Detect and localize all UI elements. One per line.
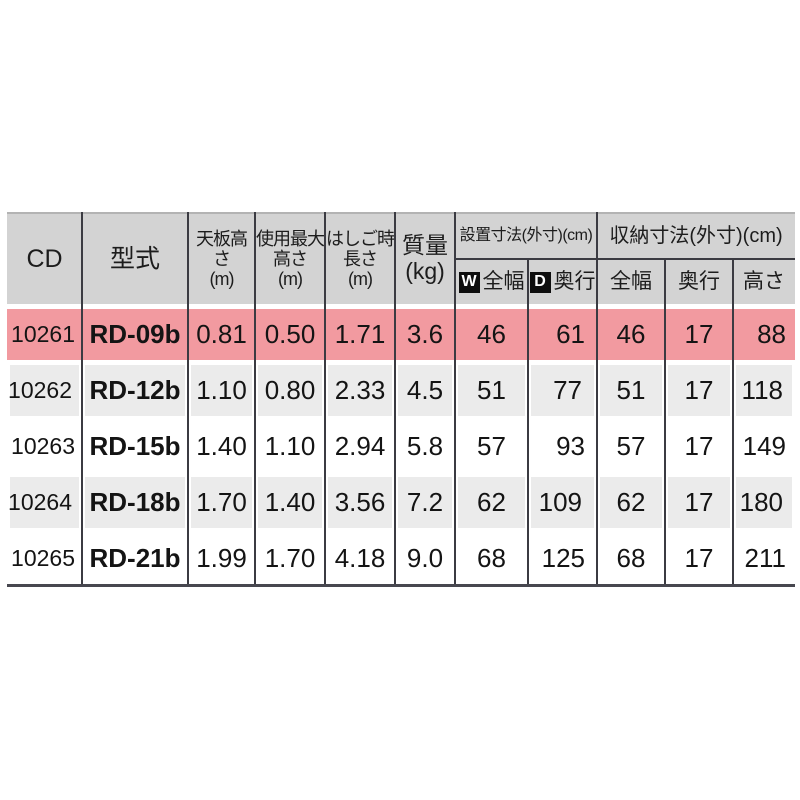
cell-storage-height: 180 [733, 477, 795, 528]
cell-storage-height: 211 [744, 543, 786, 573]
column-divider [324, 212, 326, 584]
cell-max-height: 0.50 [264, 319, 316, 349]
cell-storage-depth: 17 [684, 431, 714, 461]
subheader-storage-width: 全幅 [610, 270, 652, 294]
subheader-install-width-label: 全幅 [482, 270, 525, 294]
table-row: 10265 RD-21b 1.99 1.70 4.18 9.0 68 125 6… [7, 533, 795, 584]
column-divider [187, 212, 189, 584]
cell-storage-depth: 17 [665, 477, 733, 528]
cell-ladder-length: 3.56 [325, 477, 395, 528]
cell-cd: 10264 [7, 477, 82, 528]
column-divider [596, 212, 598, 584]
cell-top-height: 0.81 [196, 319, 247, 349]
cell-model: RD-18b [82, 477, 188, 528]
column-divider [664, 260, 666, 584]
column-divider [81, 212, 83, 584]
header-ladder-length: はしご時 長さ (m) [326, 228, 395, 290]
subheader-install-depth: D 奥行 [528, 260, 597, 304]
table-row: 10264 RD-18b 1.70 1.40 3.56 7.2 62 109 6… [7, 477, 795, 528]
width-badge-icon: W [458, 271, 480, 293]
table-row: 10263 RD-15b 1.40 1.10 2.94 5.8 57 93 57… [7, 421, 795, 472]
cell-mass: 3.6 [406, 319, 444, 349]
cell-storage-width: 51 [597, 365, 665, 416]
cell-storage-width: 62 [597, 477, 665, 528]
table-row: 10261 RD-09b 0.81 0.50 1.71 3.6 46 61 46… [7, 309, 795, 360]
cell-max-height: 1.40 [255, 477, 325, 528]
cell-model: RD-09b [89, 319, 181, 349]
cell-top-height: 1.70 [188, 477, 255, 528]
cell-mass: 4.5 [395, 365, 455, 416]
header-cd: CD [26, 245, 63, 273]
cell-cd: 10261 [11, 321, 75, 347]
cell-top-height: 1.40 [196, 431, 247, 461]
cell-storage-depth: 17 [684, 543, 714, 573]
cell-storage-depth: 17 [665, 365, 733, 416]
cell-install-width: 51 [455, 365, 528, 416]
cell-install-depth: 61 [556, 319, 585, 349]
header-model: 型式 [109, 245, 160, 273]
cell-storage-width: 57 [616, 431, 646, 461]
subheader-install-width: W 全幅 [455, 260, 528, 304]
cell-storage-width: 68 [616, 543, 646, 573]
subheader-storage-depth: 奥行 [678, 270, 720, 294]
depth-badge-icon: D [529, 271, 551, 293]
subheader-storage-height: 高さ [743, 270, 785, 294]
cell-install-depth: 125 [541, 543, 585, 573]
cell-mass: 7.2 [395, 477, 455, 528]
cell-ladder-length: 2.94 [334, 431, 386, 461]
cell-install-depth: 109 [528, 477, 597, 528]
column-divider [254, 212, 256, 584]
column-divider [394, 212, 396, 584]
table-row: 10262 RD-12b 1.10 0.80 2.33 4.5 51 77 51… [7, 365, 795, 416]
column-divider [454, 212, 456, 584]
cell-install-width: 57 [477, 431, 506, 461]
cell-cd: 10262 [7, 365, 82, 416]
column-divider [732, 260, 734, 584]
cell-model: RD-21b [89, 543, 181, 573]
cell-storage-width: 46 [616, 319, 646, 349]
cell-top-height: 1.10 [188, 365, 255, 416]
cell-model: RD-15b [89, 431, 181, 461]
cell-storage-height: 149 [742, 431, 786, 461]
cell-cd: 10263 [11, 433, 75, 459]
column-divider [527, 260, 529, 584]
cell-install-depth: 93 [556, 431, 585, 461]
header-mass: 質量 (kg) [402, 232, 448, 284]
cell-mass: 9.0 [406, 543, 444, 573]
spec-table: CD 型式 天板高さ (m) 使用最大 高さ (m) はしご時 長さ (m) 質… [7, 212, 795, 587]
cell-install-width: 62 [455, 477, 528, 528]
table-header: CD 型式 天板高さ (m) 使用最大 高さ (m) はしご時 長さ (m) 質… [7, 212, 795, 304]
cell-storage-height: 88 [757, 319, 786, 349]
cell-max-height: 1.70 [264, 543, 316, 573]
cell-ladder-length: 4.18 [334, 543, 386, 573]
cell-ladder-length: 2.33 [325, 365, 395, 416]
cell-max-height: 0.80 [255, 365, 325, 416]
cell-storage-height: 118 [733, 365, 795, 416]
header-top-height: 天板高さ (m) [196, 228, 248, 290]
cell-mass: 5.8 [406, 431, 444, 461]
cell-cd: 10265 [11, 545, 75, 571]
cell-storage-depth: 17 [684, 319, 714, 349]
subheader-install-depth-label: 奥行 [553, 270, 596, 294]
cell-top-height: 1.99 [196, 543, 247, 573]
cell-model: RD-12b [82, 365, 188, 416]
header-storage-group: 収納寸法(外寸)(cm) [597, 214, 795, 260]
cell-ladder-length: 1.71 [334, 319, 386, 349]
header-install-group: 設置寸法(外寸)(cm) [455, 214, 597, 260]
cell-install-depth: 77 [528, 365, 597, 416]
cell-install-width: 68 [477, 543, 506, 573]
cell-install-width: 46 [477, 319, 506, 349]
header-max-height: 使用最大 高さ (m) [256, 228, 325, 290]
cell-max-height: 1.10 [264, 431, 316, 461]
